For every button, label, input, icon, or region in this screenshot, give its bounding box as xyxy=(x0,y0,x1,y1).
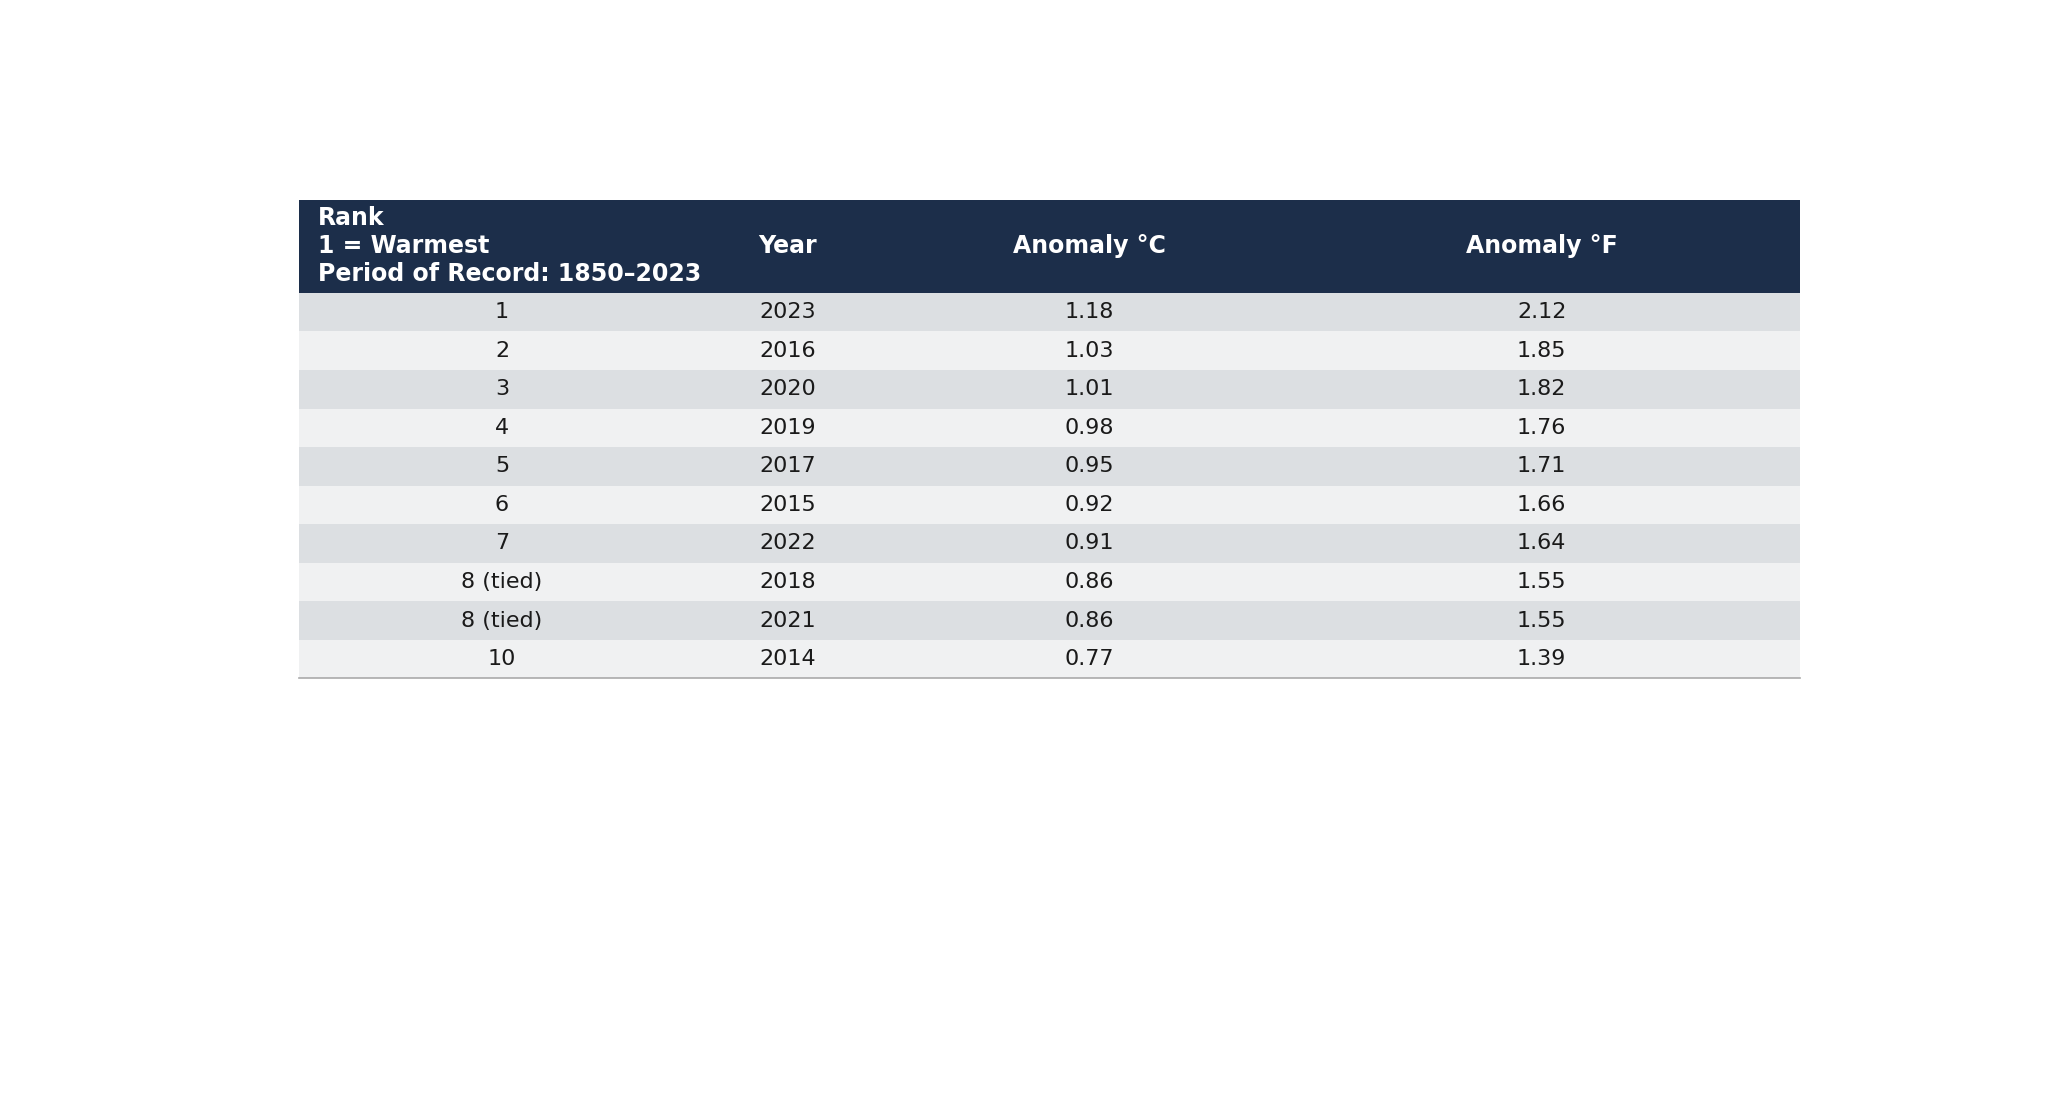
Text: 1.64: 1.64 xyxy=(1518,534,1567,553)
FancyBboxPatch shape xyxy=(299,640,1800,679)
Text: 1.39: 1.39 xyxy=(1518,649,1567,669)
Text: Period of Record: 1850–2023: Period of Record: 1850–2023 xyxy=(317,262,700,286)
Text: 1.18: 1.18 xyxy=(1065,302,1114,322)
Text: 2023: 2023 xyxy=(760,302,815,322)
Text: 1: 1 xyxy=(496,302,510,322)
Text: 1.03: 1.03 xyxy=(1065,341,1114,361)
Text: 2: 2 xyxy=(496,341,510,361)
Text: 2017: 2017 xyxy=(760,456,815,476)
FancyBboxPatch shape xyxy=(299,293,1800,331)
Text: 1.66: 1.66 xyxy=(1518,495,1567,515)
Text: 2.12: 2.12 xyxy=(1518,302,1567,322)
Text: 0.86: 0.86 xyxy=(1065,610,1114,630)
Text: 3: 3 xyxy=(496,379,510,399)
Text: 1.01: 1.01 xyxy=(1065,379,1114,399)
Text: 0.95: 0.95 xyxy=(1065,456,1114,476)
Text: 2022: 2022 xyxy=(760,534,815,553)
FancyBboxPatch shape xyxy=(299,525,1800,563)
Text: 1.82: 1.82 xyxy=(1518,379,1567,399)
Text: 1.76: 1.76 xyxy=(1518,418,1567,438)
Text: 6: 6 xyxy=(496,495,510,515)
Text: 2018: 2018 xyxy=(760,572,815,592)
Text: Anomaly °F: Anomaly °F xyxy=(1466,234,1618,258)
Text: 1.85: 1.85 xyxy=(1518,341,1567,361)
Text: 8 (tied): 8 (tied) xyxy=(461,572,543,592)
Text: 4: 4 xyxy=(496,418,510,438)
Text: 2015: 2015 xyxy=(760,495,815,515)
FancyBboxPatch shape xyxy=(299,331,1800,370)
Text: 5: 5 xyxy=(496,456,510,476)
Text: 1.71: 1.71 xyxy=(1518,456,1567,476)
Text: 0.92: 0.92 xyxy=(1065,495,1114,515)
Text: 2016: 2016 xyxy=(760,341,815,361)
Text: 0.77: 0.77 xyxy=(1065,649,1114,669)
Text: 2021: 2021 xyxy=(760,610,815,630)
Text: 1.55: 1.55 xyxy=(1518,610,1567,630)
FancyBboxPatch shape xyxy=(299,447,1800,485)
Text: Year: Year xyxy=(758,234,817,258)
Text: 2020: 2020 xyxy=(760,379,815,399)
FancyBboxPatch shape xyxy=(299,200,1800,293)
FancyBboxPatch shape xyxy=(299,485,1800,525)
Text: Rank: Rank xyxy=(317,207,385,230)
Text: 7: 7 xyxy=(496,534,510,553)
Text: 0.86: 0.86 xyxy=(1065,572,1114,592)
Text: 2019: 2019 xyxy=(760,418,815,438)
FancyBboxPatch shape xyxy=(299,370,1800,408)
FancyBboxPatch shape xyxy=(299,408,1800,447)
Text: 10: 10 xyxy=(487,649,516,669)
Text: Anomaly °C: Anomaly °C xyxy=(1014,234,1165,258)
Text: 8 (tied): 8 (tied) xyxy=(461,610,543,630)
Text: 0.91: 0.91 xyxy=(1065,534,1114,553)
Text: 1.55: 1.55 xyxy=(1518,572,1567,592)
Text: 0.98: 0.98 xyxy=(1065,418,1114,438)
Text: 1 = Warmest: 1 = Warmest xyxy=(317,234,489,258)
FancyBboxPatch shape xyxy=(299,602,1800,640)
Text: 2014: 2014 xyxy=(760,649,815,669)
FancyBboxPatch shape xyxy=(299,563,1800,602)
